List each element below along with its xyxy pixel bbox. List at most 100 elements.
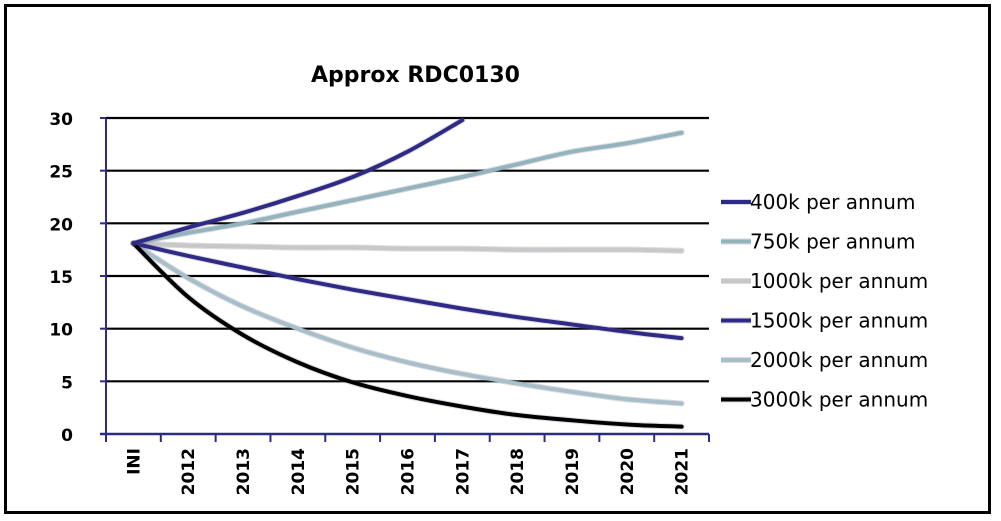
- series-line: [131, 118, 465, 246]
- series-point: [187, 226, 190, 229]
- y-tick-label: 15: [49, 268, 73, 288]
- series-1500k-per-annum: [130, 240, 685, 342]
- series-point: [570, 323, 574, 326]
- series-point: [241, 305, 245, 308]
- series-point: [187, 295, 190, 299]
- series-point: [680, 249, 683, 252]
- series-point: [461, 372, 464, 376]
- series-point: [680, 425, 683, 428]
- series-point: [515, 315, 519, 319]
- legend-label: 1000k per annum: [750, 269, 928, 293]
- series-point: [406, 361, 409, 364]
- series-line-shadow: [130, 117, 466, 247]
- series-line: [131, 241, 684, 406]
- series-point: [680, 336, 683, 340]
- series-point: [351, 381, 354, 384]
- y-tick-label: 30: [49, 110, 73, 130]
- x-axis-ticks: INI 2012 2013 2014 2015 2016 2017 2018 2019 2020 2…: [124, 448, 692, 495]
- series-point: [680, 402, 683, 405]
- series-point: [296, 327, 300, 330]
- series-point: [680, 131, 683, 134]
- legend-label: 2000k per annum: [750, 348, 928, 372]
- legend-item-1000k-per-annum: 1000k per annum: [721, 269, 928, 293]
- x-tick-label: 2015: [344, 448, 364, 495]
- x-tick-label: INI: [124, 448, 144, 475]
- series-point: [515, 163, 519, 166]
- legend-item-750k-per-annum: 750k per annum: [721, 230, 915, 254]
- series-point: [187, 231, 190, 235]
- legend-item-2000k-per-annum: 2000k per annum: [721, 348, 928, 372]
- series-point: [187, 244, 190, 247]
- legend-label: 3000k per annum: [750, 388, 928, 412]
- y-tick-label: 25: [49, 163, 73, 183]
- series-point: [296, 210, 300, 213]
- series-point: [406, 187, 409, 190]
- series-point: [187, 254, 190, 258]
- chart-title: Approx RDC0130: [311, 63, 520, 88]
- series-point: [570, 419, 574, 422]
- series-point: [625, 330, 628, 334]
- series-line-shadow: [130, 240, 685, 407]
- series-point: [351, 198, 354, 202]
- series-400k-per-annum: [130, 117, 466, 247]
- legend-item-3000k-per-annum: 3000k per annum: [721, 388, 928, 412]
- series-point: [515, 382, 519, 385]
- x-tick-label: 2012: [179, 448, 199, 495]
- series-point: [461, 307, 464, 310]
- legend-label: 750k per annum: [750, 230, 915, 254]
- series-point: [241, 222, 245, 225]
- x-tick-label: 2020: [618, 448, 638, 495]
- series-point: [132, 242, 135, 245]
- series-point: [570, 150, 574, 153]
- series-point: [241, 333, 245, 337]
- x-tick-label: 2014: [289, 448, 309, 495]
- series-point: [241, 245, 245, 248]
- legend-item-1500k-per-annum: 1500k per annum: [721, 309, 928, 333]
- series-3000k-per-annum: [130, 240, 685, 430]
- series-point: [625, 423, 628, 426]
- series-point: [241, 211, 245, 214]
- line-chart: Approx RDC0130 0 5 10 15 20 25 30 INI 2012 2013 2…: [49, 63, 928, 495]
- series-line-shadow: [130, 240, 685, 430]
- y-tick-label: 20: [49, 215, 73, 235]
- series-point: [296, 277, 300, 281]
- series-point: [351, 346, 354, 349]
- x-tick-label: 2018: [508, 448, 528, 495]
- x-tick-label: 2017: [453, 448, 473, 495]
- series-point: [570, 390, 574, 394]
- series-point: [625, 398, 628, 401]
- series-lines: [130, 117, 685, 430]
- series-point: [351, 175, 354, 179]
- legend-label: 400k per annum: [750, 190, 915, 214]
- series-point: [570, 248, 574, 251]
- series-1000k-per-annum: [130, 240, 685, 254]
- series-point: [515, 413, 519, 417]
- y-tick-label: 5: [61, 373, 73, 393]
- series-point: [515, 248, 519, 251]
- axes: [100, 117, 710, 442]
- legend: 400k per annum 750k per annum 1000k per an…: [721, 190, 928, 412]
- x-tick-label: 2019: [563, 448, 583, 495]
- series-point: [187, 276, 190, 280]
- series-point: [241, 266, 245, 269]
- series-point: [296, 361, 300, 364]
- series-point: [406, 247, 409, 250]
- series-point: [461, 118, 464, 122]
- y-axis-ticks: 0 5 10 15 20 25 30: [49, 110, 73, 446]
- series-point: [296, 194, 300, 198]
- series-point: [625, 142, 628, 145]
- series-point: [625, 248, 628, 251]
- x-tick-label: 2016: [399, 448, 419, 495]
- series-point: [351, 288, 354, 291]
- series-point: [406, 297, 409, 301]
- y-tick-label: 0: [61, 426, 73, 446]
- series-point: [461, 175, 464, 179]
- series-point: [406, 150, 409, 153]
- legend-label: 1500k per annum: [750, 309, 928, 333]
- chart-frame: Approx RDC0130 0 5 10 15 20 25 30 INI 2012 2013 2…: [4, 4, 991, 514]
- series-point: [351, 246, 354, 249]
- series-point: [461, 405, 464, 408]
- y-tick-label: 10: [49, 321, 73, 341]
- series-point: [296, 246, 300, 249]
- x-tick-label: 2013: [234, 448, 254, 495]
